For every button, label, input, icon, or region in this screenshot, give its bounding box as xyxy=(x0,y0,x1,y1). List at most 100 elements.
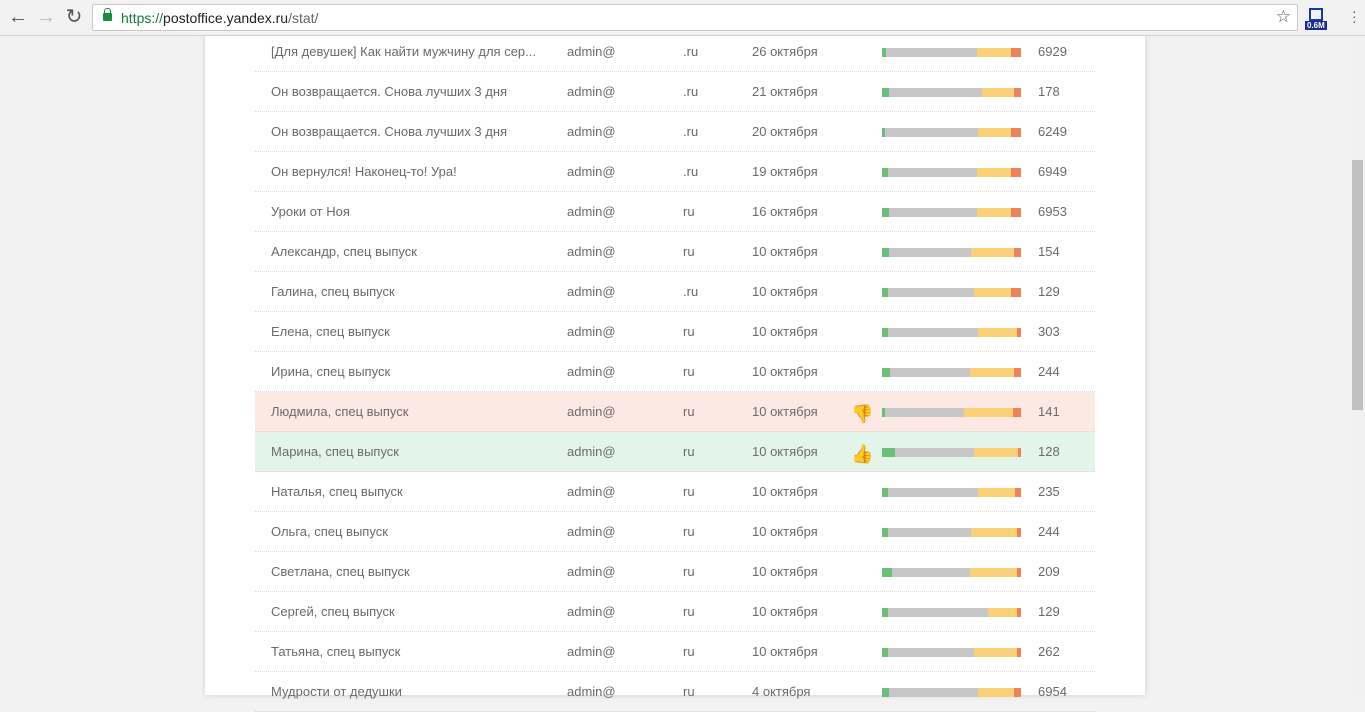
delivery-bar xyxy=(882,648,1021,657)
table-row[interactable]: Александр, спец выпуск admin@ ru 10 октября… xyxy=(255,232,1095,272)
bar-segment-unread xyxy=(888,88,983,97)
menu-icon[interactable]: · · · xyxy=(1352,3,1357,29)
subject-link[interactable]: Он возвращается. Снова лучших 3 дня xyxy=(271,84,508,99)
extension-button[interactable]: 0.6M xyxy=(1305,8,1327,30)
delivery-bar xyxy=(882,488,1021,497)
delivery-bar xyxy=(882,568,1021,577)
subject-link[interactable]: Мудрости от дедушки xyxy=(271,684,402,699)
bar-segment-opened xyxy=(882,168,888,177)
forward-icon[interactable]: → xyxy=(36,6,56,28)
sender-suffix: ru xyxy=(683,604,695,619)
send-date: 10 октября xyxy=(752,444,818,459)
thumbs-down-icon: 👎 xyxy=(851,404,874,424)
table-row[interactable]: Людмила, спец выпуск admin@ ru 10 октября 14… xyxy=(255,392,1095,432)
send-date: 10 октября xyxy=(752,364,818,379)
sender-suffix: ru xyxy=(683,244,695,259)
sender-prefix: admin@ xyxy=(567,164,616,179)
sender-suffix: .ru xyxy=(683,164,699,179)
subject-link[interactable]: Александр, спец выпуск xyxy=(271,244,417,259)
table-row[interactable]: [Для девушек] Как найти мужчину для сер.… xyxy=(255,32,1095,72)
browser-toolbar: ← → ↻ https://postoffice.yandex.ru/stat/… xyxy=(0,0,1365,36)
sender-suffix: ru xyxy=(683,564,695,579)
table-row[interactable]: Марина, спец выпуск admin@ ru 10 октября 128… xyxy=(255,432,1095,472)
table-row[interactable]: Мудрости от дедушки admin@ ru 4 октября 6954 xyxy=(255,672,1095,712)
bar-segment-opened xyxy=(882,448,895,457)
bookmark-star-icon[interactable]: ☆ xyxy=(1275,7,1291,26)
table-row[interactable]: Сергей, спец выпуск admin@ ru 10 октября 129 xyxy=(255,592,1095,632)
bar-segment-opened xyxy=(882,488,888,497)
extension-icon xyxy=(1309,8,1323,21)
sender-prefix: admin@ xyxy=(567,204,616,219)
subject-link[interactable]: Татьяна, спец выпуск xyxy=(271,644,401,659)
delivery-bar xyxy=(882,168,1021,177)
recipient-count: 6954 xyxy=(1038,684,1067,699)
subject-link[interactable]: Светлана, спец выпуск xyxy=(271,564,410,579)
send-date: 19 октября xyxy=(752,164,818,179)
bar-segment-pending xyxy=(973,648,1017,657)
subject-link[interactable]: Наталья, спец выпуск xyxy=(271,484,403,499)
delivery-bar xyxy=(882,288,1021,297)
bar-segment-bounced xyxy=(1016,648,1021,657)
sender-prefix: admin@ xyxy=(567,604,616,619)
bar-segment-unread xyxy=(887,608,988,617)
delivery-bar xyxy=(882,608,1021,617)
bar-segment-unread xyxy=(888,248,971,257)
table-row[interactable]: Он возвращается. Снова лучших 3 дня admin… xyxy=(255,112,1095,152)
subject-link[interactable]: Он вернулся! Наконец-то! Ура! xyxy=(271,164,457,179)
table-row[interactable]: Татьяна, спец выпуск admin@ ru 10 октября 26… xyxy=(255,632,1095,672)
back-icon[interactable]: ← xyxy=(8,6,28,28)
send-date: 10 октября xyxy=(752,404,818,419)
sender-prefix: admin@ xyxy=(567,444,616,459)
bar-segment-pending xyxy=(973,288,1012,297)
subject-link[interactable]: Сергей, спец выпуск xyxy=(271,604,395,619)
sender-prefix: admin@ xyxy=(567,484,616,499)
table-row[interactable]: Ольга, спец выпуск admin@ ru 10 октября 244 xyxy=(255,512,1095,552)
subject-link[interactable]: Галина, спец выпуск xyxy=(271,284,395,299)
subject-link[interactable]: Елена, спец выпуск xyxy=(271,324,390,339)
bar-segment-unread xyxy=(888,688,978,697)
bar-segment-opened xyxy=(882,688,889,697)
bar-segment-unread xyxy=(887,648,974,657)
bar-segment-opened xyxy=(882,528,888,537)
mailing-stats-table: [Для девушек] Как найти мужчину для сер.… xyxy=(255,32,1095,712)
address-bar[interactable]: https://postoffice.yandex.ru/stat/ ☆ xyxy=(92,4,1298,31)
delivery-bar xyxy=(882,208,1021,217)
table-row[interactable]: Светлана, спец выпуск admin@ ru 10 октября 2… xyxy=(255,552,1095,592)
recipient-count: 244 xyxy=(1038,364,1060,379)
reload-icon[interactable]: ↻ xyxy=(65,6,83,28)
table-row[interactable]: Наталья, спец выпуск admin@ ru 10 октября 23… xyxy=(255,472,1095,512)
subject-link[interactable]: Ольга, спец выпуск xyxy=(271,524,388,539)
table-row[interactable]: Галина, спец выпуск admin@ .ru 10 октября 12… xyxy=(255,272,1095,312)
recipient-count: 244 xyxy=(1038,524,1060,539)
table-row[interactable]: Ирина, спец выпуск admin@ ru 10 октября 244 xyxy=(255,352,1095,392)
delivery-bar xyxy=(882,128,1021,137)
bar-segment-unread xyxy=(887,488,978,497)
bar-segment-unread xyxy=(887,288,974,297)
scrollbar-thumb[interactable] xyxy=(1352,160,1363,410)
subject-link[interactable]: Людмила, спец выпуск xyxy=(271,404,409,419)
lock-icon xyxy=(103,8,112,21)
bar-segment-bounced xyxy=(1016,328,1021,337)
bar-segment-opened xyxy=(882,208,889,217)
send-date: 10 октября xyxy=(752,604,818,619)
bar-segment-unread xyxy=(894,448,974,457)
table-row[interactable]: Уроки от Ноя admin@ ru 16 октября 6953 xyxy=(255,192,1095,232)
sender-suffix: ru xyxy=(683,684,695,699)
bar-segment-opened xyxy=(882,608,888,617)
subject-link[interactable]: [Для девушек] Как найти мужчину для сер.… xyxy=(271,44,536,59)
subject-link[interactable]: Ирина, спец выпуск xyxy=(271,364,391,379)
sender-suffix: ru xyxy=(683,644,695,659)
sender-suffix: .ru xyxy=(683,284,699,299)
subject-link[interactable]: Он возвращается. Снова лучших 3 дня xyxy=(271,124,508,139)
bar-segment-opened xyxy=(882,648,888,657)
send-date: 10 октября xyxy=(752,244,818,259)
subject-link[interactable]: Марина, спец выпуск xyxy=(271,444,399,459)
sender-prefix: admin@ xyxy=(567,524,616,539)
table-row[interactable]: Елена, спец выпуск admin@ ru 10 октября 303 xyxy=(255,312,1095,352)
subject-link[interactable]: Уроки от Ноя xyxy=(271,204,350,219)
scrollbar[interactable] xyxy=(1350,36,1365,695)
table-row[interactable]: Он вернулся! Наконец-то! Ура! admin@ .ru 19… xyxy=(255,152,1095,192)
bar-segment-bounced xyxy=(1014,368,1021,377)
bar-segment-pending xyxy=(977,688,1015,697)
table-row[interactable]: Он возвращается. Снова лучших 3 дня admin… xyxy=(255,72,1095,112)
